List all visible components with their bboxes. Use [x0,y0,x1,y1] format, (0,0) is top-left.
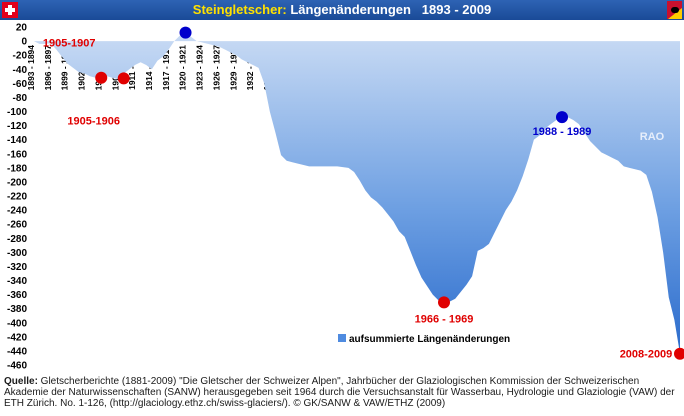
x-tick-label: 1896 - 1897 [43,45,53,91]
glacier-name: Steingletscher: [192,2,287,17]
y-tick-label: -380 [7,304,27,315]
y-tick-label: -400 [7,318,27,329]
x-tick-label: 1911 - 1912 [127,45,137,90]
y-tick-label: -200 [7,177,27,188]
x-tick-label: 1923 - 1924 [195,45,205,91]
watermark: RAO [640,131,665,143]
y-tick-label: 20 [16,23,28,34]
y-tick-label: -260 [7,220,27,231]
x-tick-label: 1932 - 1933 [245,45,255,91]
y-tick-label: -140 [7,135,27,146]
legend-label: aufsummierte Längenänderungen [349,334,510,345]
x-tick-label: 1893 - 1894 [26,45,36,91]
title-bar: Steingletscher: Längenänderungen 1893 - … [0,0,684,20]
legend-swatch [338,334,346,342]
y-tick-label: -460 [7,361,27,372]
source-label: Quelle: [4,376,38,387]
y-tick-label: -120 [7,121,27,132]
annotations: 1905-1907 1905-1906 1920-1923 1966 - 1969 19… [43,20,684,361]
y-tick-label: -320 [7,262,27,273]
source-text: Gletscherberichte (1881-2009) "Die Glets… [4,376,675,409]
annotation-label: 1920-1923 [159,20,212,22]
annotation-marker [95,71,108,84]
legend: aufsummierte Längenänderungen [338,334,510,345]
y-tick-label: -180 [7,163,27,174]
x-tick-label: 1920 - 1921 [178,45,188,91]
annotation-label: 1905-1906 [67,115,120,127]
y-tick-label: -20 [13,51,28,62]
y-tick-label: -340 [7,276,27,287]
y-tick-label: -220 [7,192,27,203]
annotation-marker [674,347,684,360]
source-note: Quelle: Gletscherberichte (1881-2009) "D… [4,376,680,409]
annotation-marker [438,296,450,309]
annotation-marker [179,26,192,39]
x-tick-label: 1926 - 1927 [211,45,221,91]
chart-title: Steingletscher: Längenänderungen 1893 - … [0,2,684,17]
x-tick-label: 1917 - 1918 [161,45,171,91]
y-tick-label: -80 [13,93,28,104]
swiss-flag-icon [2,2,18,18]
annotation-label: 1905-1907 [43,38,96,50]
x-tick-label: 1929 - 1930 [228,45,238,91]
title-text: Längenänderungen 1893 - 2009 [286,2,492,17]
chart: 20 0 -20 -40 -60 -80 -100 -120 -140 -160 -180 -200 -… [7,20,684,372]
x-tick-label: 1899 - 1900 [60,45,70,91]
y-axis: 20 0 -20 -40 -60 -80 -100 -120 -140 -160 -180 -200 -… [7,23,27,372]
y-tick-label: -420 [7,332,27,343]
y-tick-label: -240 [7,206,27,217]
bern-canton-flag-icon [667,1,682,19]
annotation-label: 1966 - 1969 [415,313,474,325]
y-tick-label: 0 [21,37,27,48]
y-tick-label: -300 [7,248,27,259]
y-tick-label: -60 [13,79,28,90]
annotation-marker [117,72,130,85]
y-tick-label: -40 [13,65,28,76]
x-tick-label: 1914 - 1915 [144,45,154,91]
y-tick-label: -360 [7,290,27,301]
annotation-label: 2008-2009 [620,349,673,361]
y-tick-label: -160 [7,149,27,160]
y-tick-label: -100 [7,107,27,118]
y-tick-label: -280 [7,234,27,245]
y-tick-label: -440 [7,346,27,357]
series-area [33,32,681,354]
annotation-marker [556,111,568,124]
annotation-label: 1988 - 1989 [533,126,592,138]
